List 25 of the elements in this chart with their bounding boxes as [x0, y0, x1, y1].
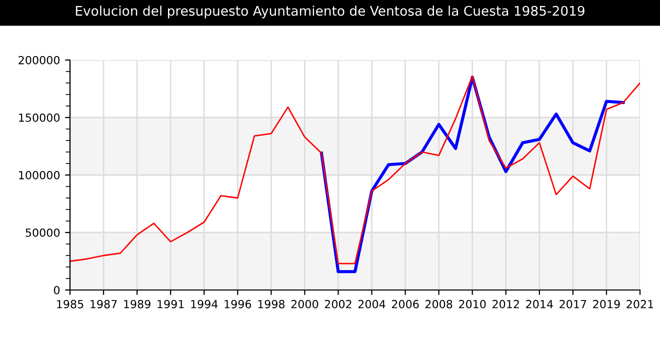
y-tick-label: 100000 — [19, 170, 60, 180]
x-tick-label: 2021 — [626, 300, 654, 308]
x-tick-label: 1987 — [90, 300, 117, 308]
x-tick-label: 1994 — [191, 300, 218, 308]
x-tick-label: 2017 — [560, 300, 586, 308]
x-tick-label: 2002 — [324, 300, 352, 308]
x-tick-label: 2004 — [358, 300, 386, 308]
y-tick-label: 50000 — [26, 228, 60, 237]
x-tick-label: 2019 — [593, 300, 620, 308]
x-tick-label: 1985 — [57, 300, 84, 308]
x-tick-label: 2006 — [392, 300, 419, 308]
line-series — [70, 75, 640, 264]
x-tick-label: 2014 — [526, 300, 553, 308]
x-tick-label: 1991 — [158, 300, 184, 308]
x-tick-label: 2010 — [459, 300, 486, 308]
x-tick-label: 1996 — [224, 300, 252, 308]
x-tick-label: 2008 — [426, 300, 452, 308]
x-tick-label: 1998 — [258, 300, 285, 308]
y-tick-label: 150000 — [19, 113, 60, 122]
x-tick-label: 1989 — [124, 300, 150, 308]
x-tick-label: 2012 — [492, 300, 519, 308]
x-tick-label: 2000 — [291, 300, 318, 308]
y-tick-label: 200000 — [18, 56, 60, 64]
y-tick-label: 0 — [54, 286, 60, 294]
chart-title: Evolucion del presupuesto Ayuntamiento de Ventosa de la Cuesta 1985-2019 — [76, 6, 584, 18]
